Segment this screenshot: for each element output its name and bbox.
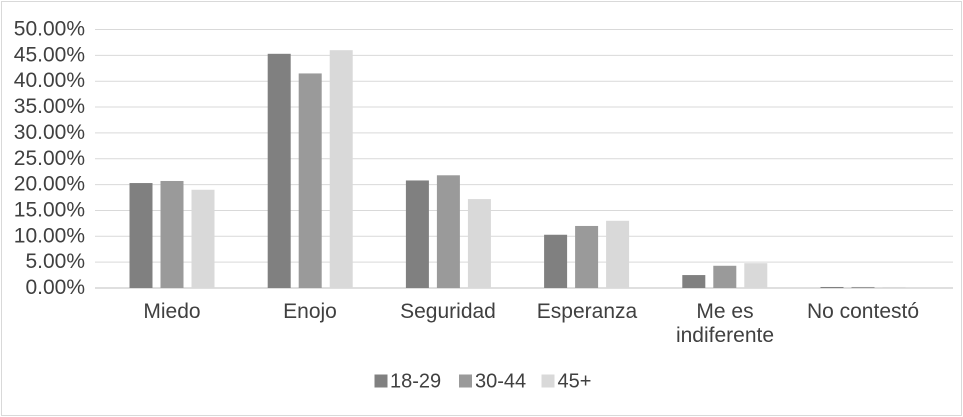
svg-text:35.00%: 35.00%: [14, 95, 85, 118]
svg-text:25.00%: 25.00%: [14, 147, 85, 170]
svg-text:Seguridad: Seguridad: [400, 300, 496, 323]
svg-text:15.00%: 15.00%: [14, 198, 85, 221]
svg-text:18-29: 18-29: [390, 371, 441, 393]
svg-text:Me es: Me es: [696, 300, 753, 323]
svg-text:45+: 45+: [558, 371, 592, 393]
svg-text:30.00%: 30.00%: [14, 121, 85, 144]
svg-text:indiferente: indiferente: [676, 324, 774, 347]
svg-text:No contestó: No contestó: [807, 300, 919, 323]
svg-text:0.00%: 0.00%: [25, 276, 85, 299]
svg-text:10.00%: 10.00%: [14, 224, 85, 247]
svg-text:Enojo: Enojo: [283, 300, 337, 323]
svg-text:Miedo: Miedo: [143, 300, 200, 323]
svg-text:40.00%: 40.00%: [14, 69, 85, 92]
svg-text:45.00%: 45.00%: [14, 43, 85, 66]
svg-text:20.00%: 20.00%: [14, 173, 85, 196]
svg-text:Esperanza: Esperanza: [537, 300, 638, 323]
svg-text:50.00%: 50.00%: [14, 18, 85, 41]
svg-text:30-44: 30-44: [475, 371, 526, 393]
svg-text:5.00%: 5.00%: [25, 250, 85, 273]
